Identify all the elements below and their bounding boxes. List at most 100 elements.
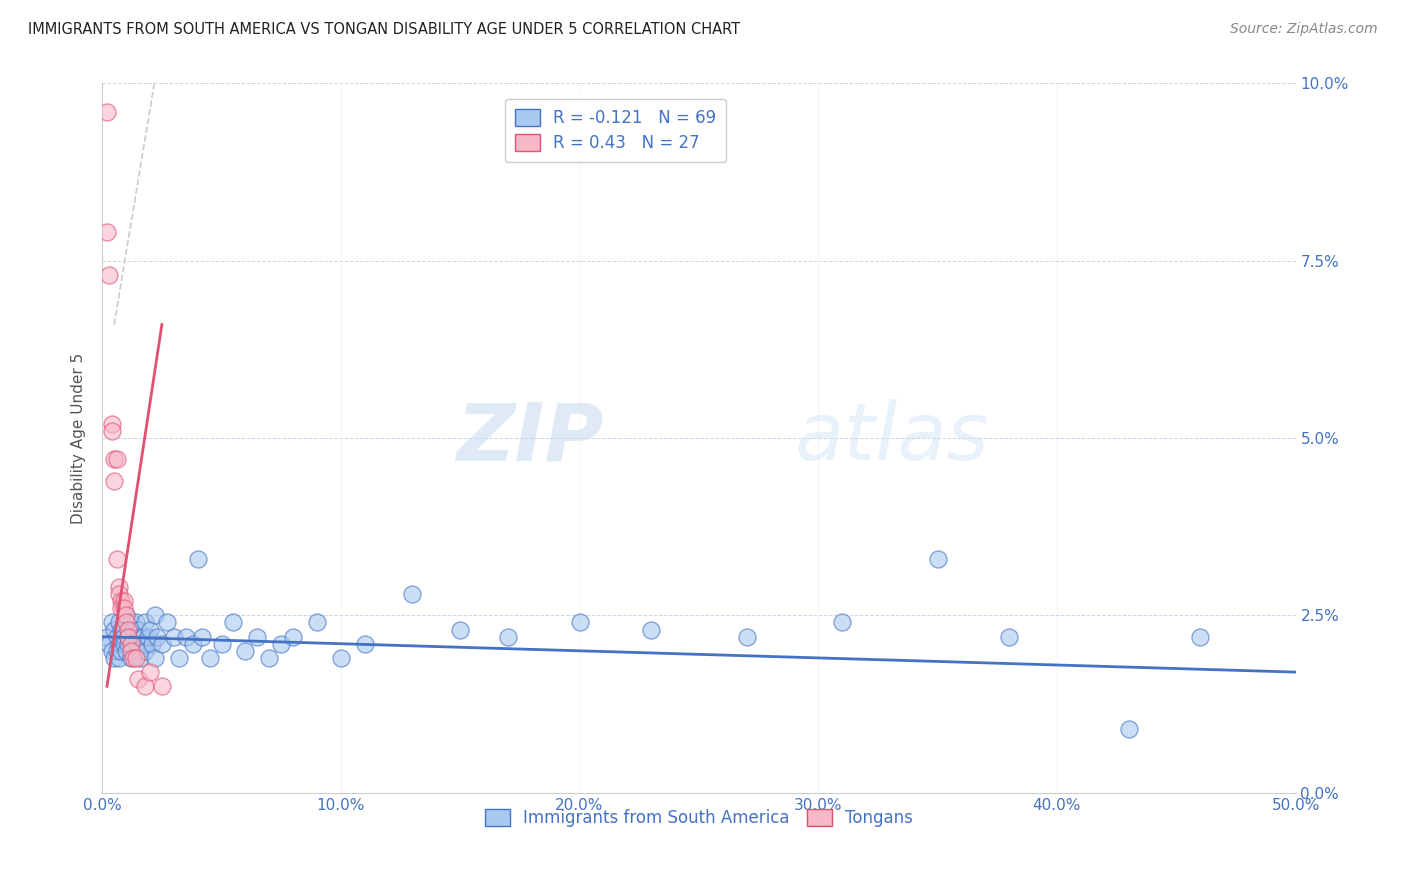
Point [105,630,128,644]
Point [117,630,139,644]
Point [998,630,1021,644]
Point [120,651,142,665]
Point [108,651,131,665]
Point [120,644,142,658]
Point [146,630,169,644]
Point [198,651,221,665]
Point [124,615,146,630]
Point [134,644,156,658]
Point [103,474,125,488]
Point [124,637,146,651]
Point [100,417,122,431]
Point [127,644,149,658]
Point [1189,630,1212,644]
Point [100,615,122,630]
Point [112,601,135,615]
Point [112,637,135,651]
Point [105,452,128,467]
Point [163,630,186,644]
Point [96,630,118,644]
Point [103,623,125,637]
Point [150,637,173,651]
Point [115,608,138,623]
Point [122,623,145,637]
Point [143,651,166,665]
Point [329,651,352,665]
Point [112,594,135,608]
Point [246,630,269,644]
Point [115,644,138,658]
Point [110,601,132,615]
Point [401,587,423,601]
Point [134,615,156,630]
Point [353,637,375,651]
Point [191,630,214,644]
Point [167,651,190,665]
Point [122,630,145,644]
Point [112,630,135,644]
Point [122,651,145,665]
Point [115,615,138,630]
Point [735,630,758,644]
Point [222,615,245,630]
Point [1118,722,1140,736]
Point [115,608,138,623]
Point [127,672,149,686]
Point [156,615,179,630]
Point [108,587,131,601]
Point [187,551,209,566]
Point [100,644,122,658]
Legend: Immigrants from South America, Tongans: Immigrants from South America, Tongans [478,803,920,834]
Text: Source: ZipAtlas.com: Source: ZipAtlas.com [1230,22,1378,37]
Point [108,580,131,594]
Point [105,644,128,658]
Point [103,452,125,467]
Point [211,637,233,651]
Point [143,608,166,623]
Point [283,630,305,644]
Point [96,226,118,240]
Point [640,623,662,637]
Point [129,630,152,644]
Point [124,651,146,665]
Point [98,637,121,651]
Point [100,424,122,438]
Point [120,615,142,630]
Point [110,623,132,637]
Point [127,623,149,637]
Point [141,637,163,651]
Point [108,615,131,630]
Point [927,551,949,566]
Point [96,104,118,119]
Y-axis label: Disability Age Under 5: Disability Age Under 5 [72,352,86,524]
Point [139,623,162,637]
Point [174,630,197,644]
Point [117,623,139,637]
Point [150,679,173,693]
Point [108,637,131,651]
Point [129,651,152,665]
Point [139,665,162,679]
Point [120,637,142,651]
Point [98,268,121,282]
Point [103,651,125,665]
Point [181,637,204,651]
Point [831,615,853,630]
Point [132,630,155,644]
Point [110,594,132,608]
Text: ZIP: ZIP [456,399,603,477]
Point [134,679,156,693]
Text: IMMIGRANTS FROM SOUTH AMERICA VS TONGAN DISABILITY AGE UNDER 5 CORRELATION CHART: IMMIGRANTS FROM SOUTH AMERICA VS TONGAN … [28,22,740,37]
Point [136,630,159,644]
Text: atlas: atlas [794,399,988,477]
Point [496,630,519,644]
Point [110,644,132,658]
Point [132,637,155,651]
Point [117,630,139,644]
Point [105,551,128,566]
Point [117,637,139,651]
Point [270,637,292,651]
Point [449,623,471,637]
Point [235,644,257,658]
Point [305,615,328,630]
